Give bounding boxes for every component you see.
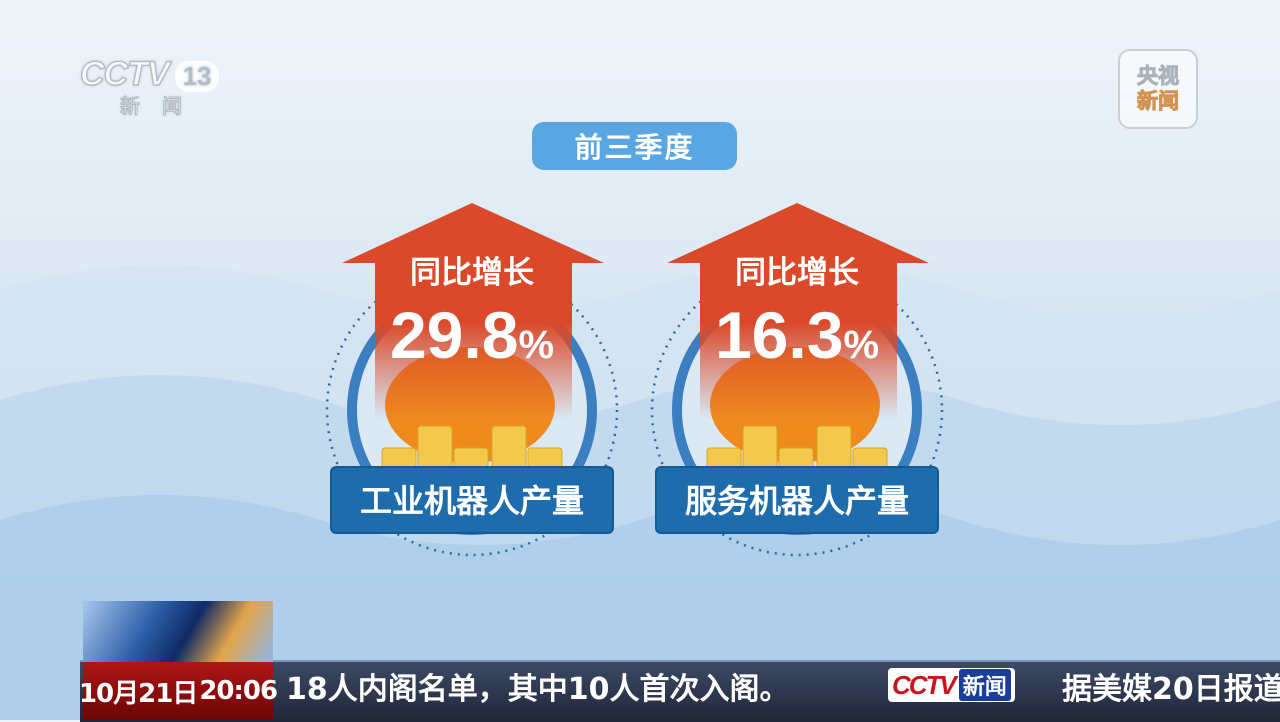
growth-unit: %	[518, 323, 554, 367]
date-time: 10月21日 20:06	[79, 662, 278, 720]
program-thumbnail	[83, 601, 273, 663]
growth-figure: 16.3%	[715, 298, 879, 372]
coin-stacks	[381, 425, 563, 469]
growth-heading: 同比增长	[735, 255, 859, 291]
period-label: 前三季度	[532, 122, 737, 170]
coin-stack	[381, 447, 417, 469]
coin-stack	[417, 425, 453, 469]
dotted-ring	[325, 263, 619, 557]
coin-stack	[453, 447, 489, 469]
growth-value: 29.8	[390, 298, 518, 372]
coin-stack	[706, 447, 742, 469]
growth-figure: 29.8%	[390, 298, 554, 372]
coin-stacks	[706, 425, 888, 469]
coin-stack	[778, 447, 814, 469]
dotted-ring	[650, 263, 944, 557]
label-box	[330, 466, 614, 534]
ticker-headline-next: 据美媒20日报道	[1062, 672, 1280, 707]
cctv-news-logo: CCTV 新闻	[888, 668, 1015, 702]
news-ticker-bar	[80, 660, 1280, 722]
yangshi-xinwen-logo: 央视 新闻	[1118, 49, 1198, 129]
ticker-headline: 18人内阁名单，其中10人首次入阁。	[286, 672, 790, 707]
growth-unit: %	[843, 323, 879, 367]
up-arrow	[342, 203, 604, 420]
growth-heading: 同比增长	[410, 255, 534, 291]
growth-value: 16.3	[715, 298, 843, 372]
coin-stack	[816, 425, 852, 469]
stat-card-service: 同比增长 16.3% 服务机器人产量	[647, 195, 947, 565]
stat-card-industrial: 同比增长 29.8% 工业机器人产量	[322, 195, 622, 565]
coin-stack	[852, 447, 888, 469]
cctv13-logo: CCTV 13 新闻	[79, 54, 220, 119]
label-box	[655, 466, 939, 534]
coin-stack	[491, 425, 527, 469]
card-label: 服务机器人产量	[685, 482, 909, 520]
card-label: 工业机器人产量	[360, 482, 584, 520]
coin-stack	[527, 447, 563, 469]
coin-stack	[742, 425, 778, 469]
up-arrow	[667, 203, 929, 420]
